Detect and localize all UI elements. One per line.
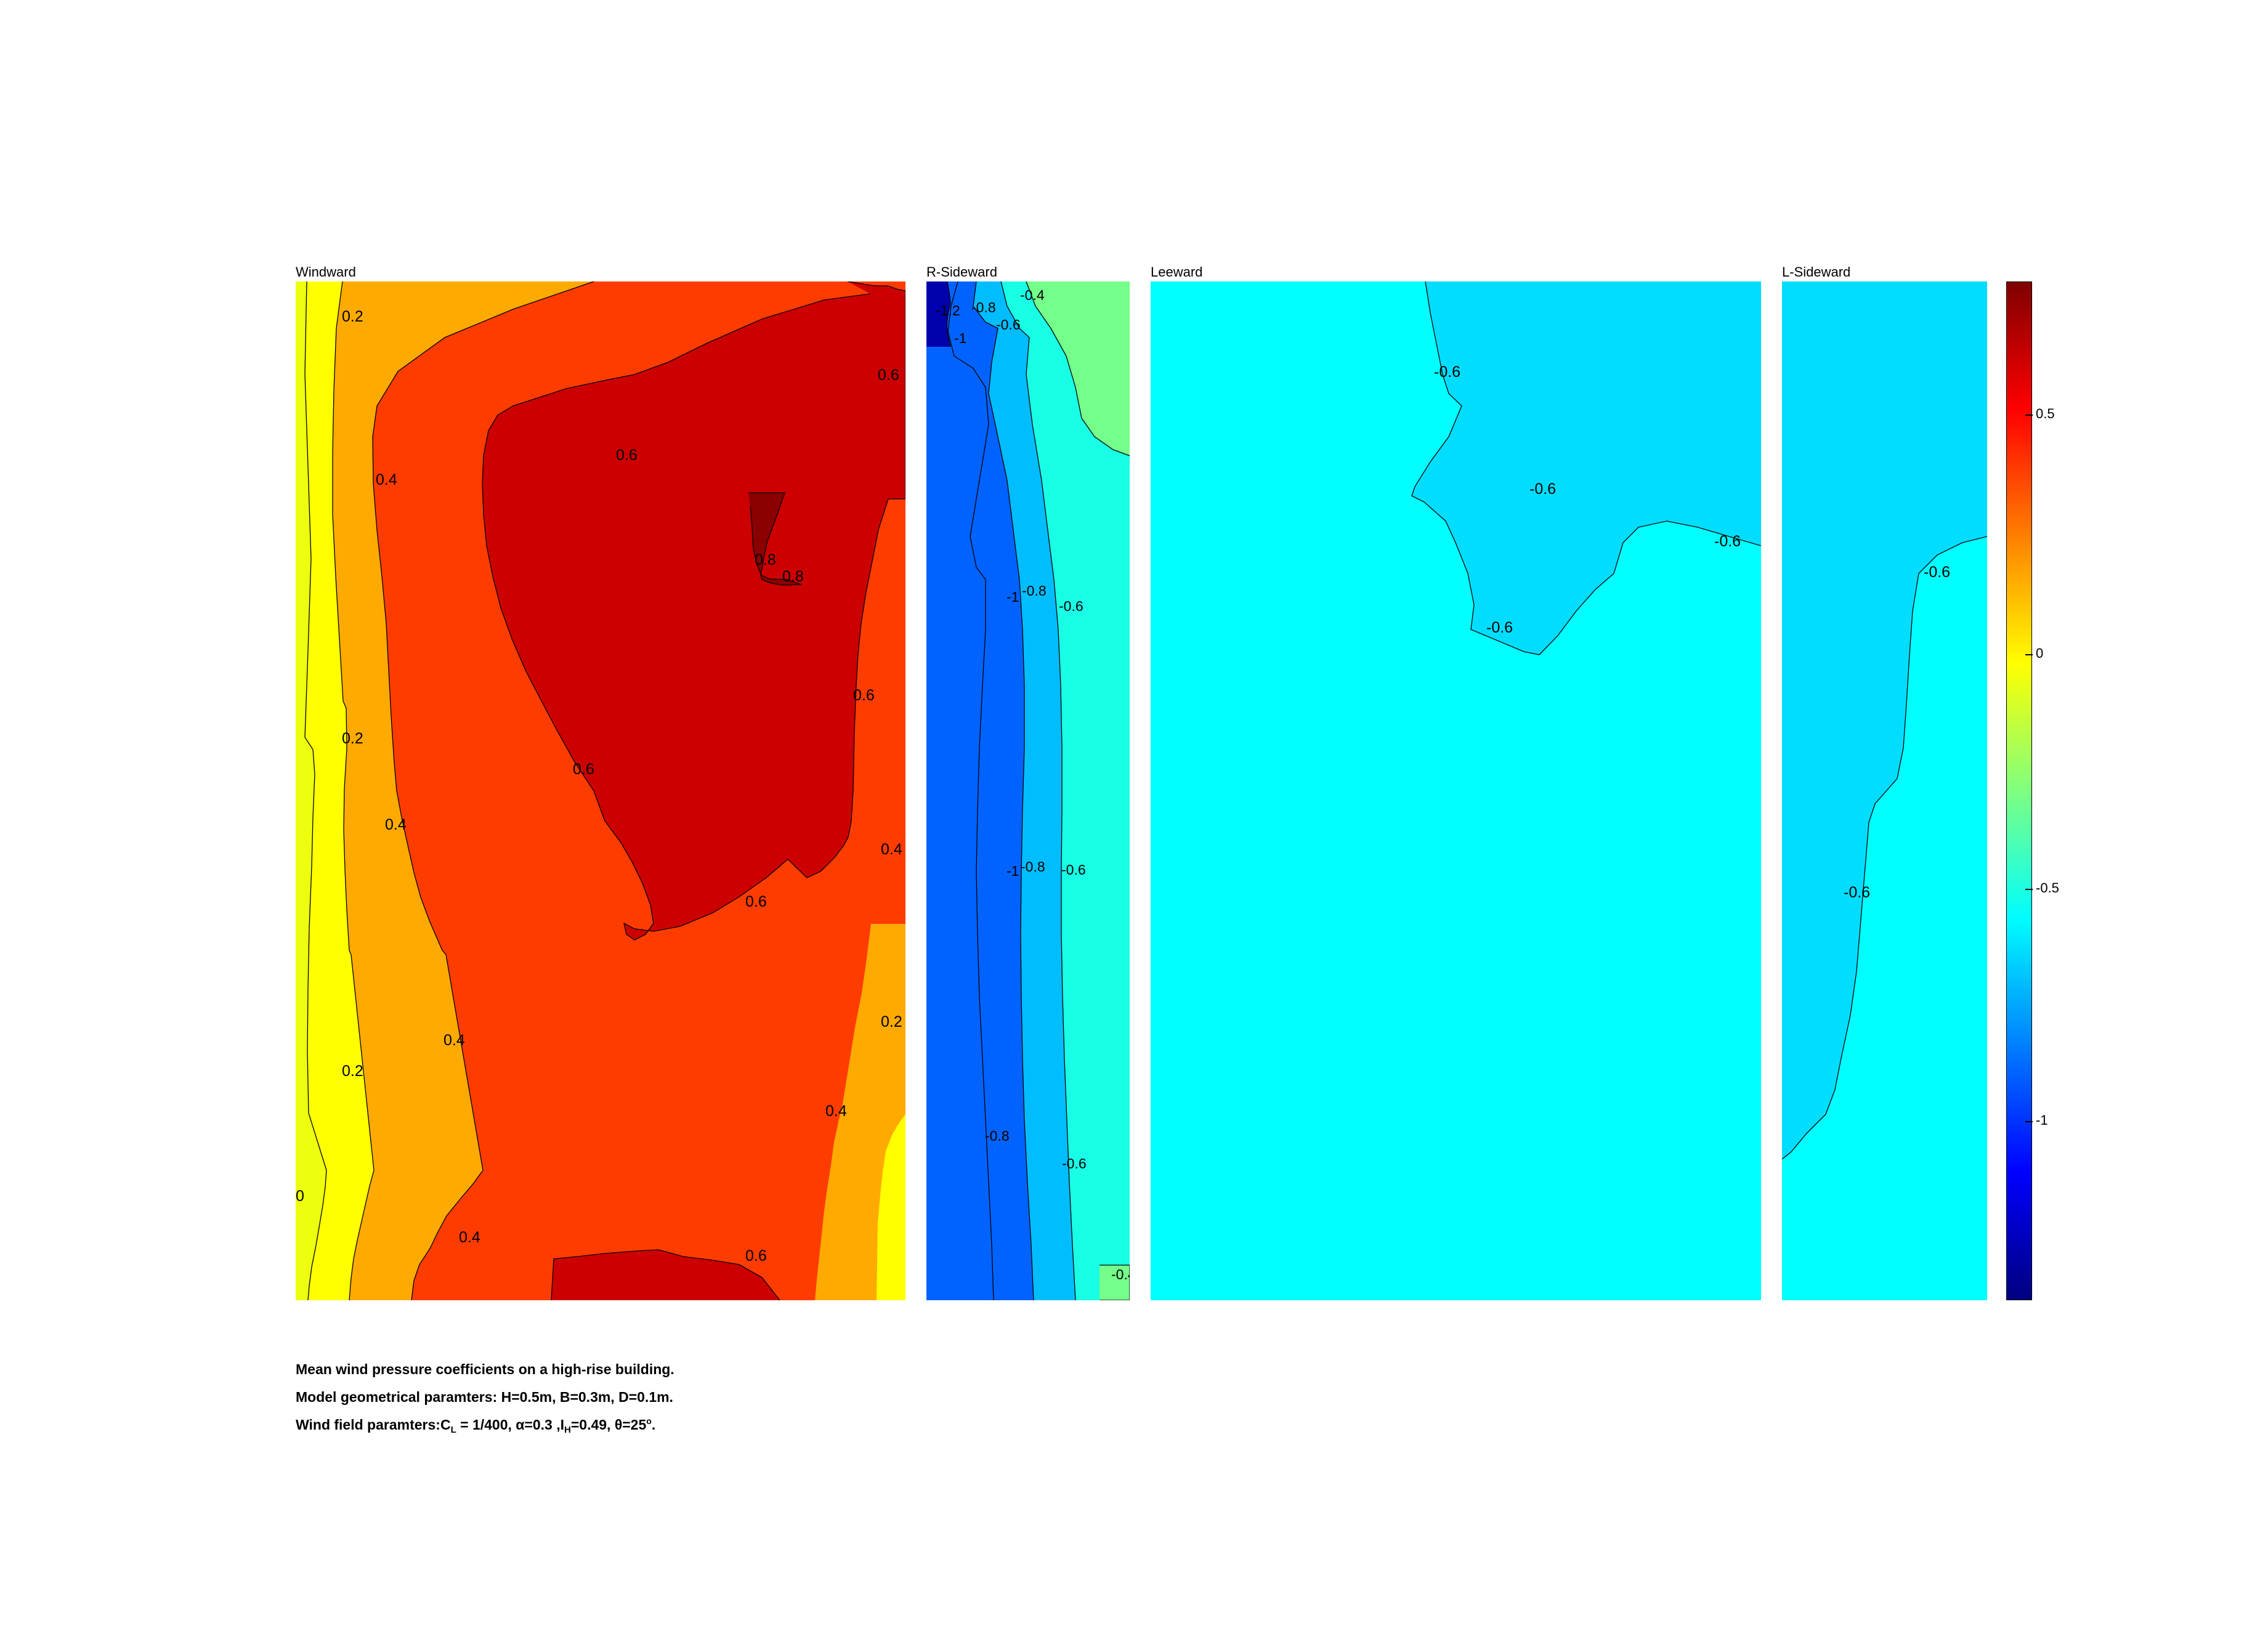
svg-text:0.2: 0.2: [342, 1062, 363, 1080]
svg-text:-1: -1: [1006, 863, 1019, 879]
svg-text:-0.6: -0.6: [1924, 564, 1950, 581]
svg-text:0.2: 0.2: [342, 308, 363, 325]
svg-text:-0.8: -0.8: [971, 299, 996, 315]
svg-text:0.4: 0.4: [459, 1229, 480, 1246]
svg-text:0: 0: [296, 1188, 304, 1205]
svg-text:-0.6: -0.6: [1714, 533, 1741, 550]
svg-text:-1: -1: [1006, 589, 1019, 605]
svg-text:0.2: 0.2: [342, 730, 363, 747]
svg-text:0.8: 0.8: [782, 568, 804, 585]
svg-text:0.4: 0.4: [385, 816, 407, 833]
svg-text:0.4: 0.4: [881, 841, 902, 858]
svg-text:0.6: 0.6: [573, 761, 594, 778]
svg-text:0.6: 0.6: [616, 447, 638, 464]
svg-text:0.6: 0.6: [878, 366, 899, 384]
svg-text:0.6: 0.6: [853, 687, 875, 704]
svg-text:-0.6: -0.6: [1529, 480, 1556, 498]
svg-text:-0.6: -0.6: [1486, 619, 1513, 636]
svg-text:-0.6: -0.6: [996, 317, 1021, 333]
svg-text:0.8: 0.8: [755, 551, 776, 569]
svg-text:0.4: 0.4: [443, 1032, 465, 1049]
svg-text:0.6: 0.6: [745, 893, 767, 910]
svg-text:-0.6: -0.6: [1062, 1155, 1087, 1172]
svg-text:-0.8: -0.8: [1021, 859, 1045, 875]
svg-text:-0.4: -0.4: [1111, 1266, 1130, 1282]
svg-text:-0.8: -0.8: [1022, 583, 1047, 599]
svg-text:-0.6: -0.6: [1844, 884, 1870, 901]
svg-text:-1: -1: [954, 330, 966, 346]
svg-text:-0.4: -0.4: [1020, 287, 1045, 303]
svg-text:0.4: 0.4: [376, 471, 397, 488]
svg-text:-0.6: -0.6: [1061, 862, 1086, 878]
svg-text:-0.8: -0.8: [985, 1128, 1010, 1144]
svg-text:-1.2: -1.2: [936, 302, 960, 318]
svg-text:0.4: 0.4: [825, 1103, 847, 1120]
svg-text:0.6: 0.6: [745, 1247, 767, 1265]
svg-text:0.2: 0.2: [881, 1013, 902, 1030]
svg-text:-0.6: -0.6: [1434, 363, 1460, 381]
svg-text:-0.6: -0.6: [1059, 598, 1083, 614]
